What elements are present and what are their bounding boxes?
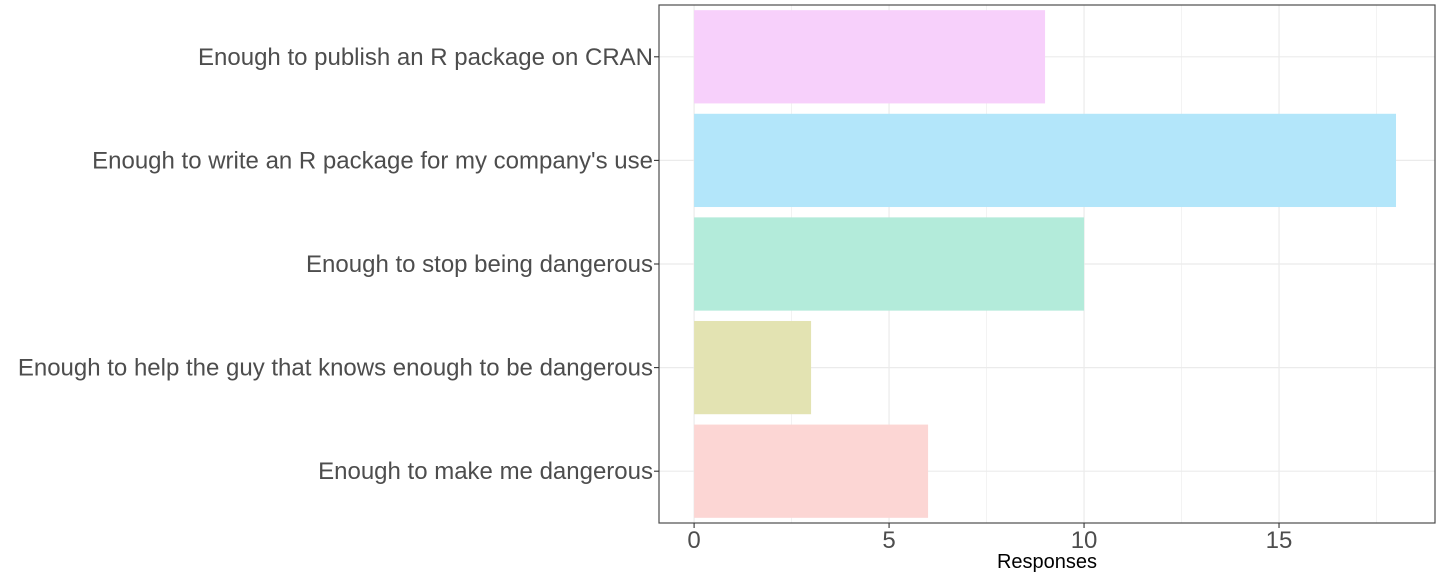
bar: [694, 217, 1085, 311]
y-tick-label: Enough to help the guy that knows enough…: [18, 355, 653, 382]
bar: [694, 10, 1046, 104]
y-tick-label: Enough to publish an R package on CRAN: [198, 44, 653, 71]
x-axis-title: Responses: [997, 551, 1097, 573]
bar: [694, 320, 812, 415]
y-axis: Enough to publish an R package on CRAN En…: [18, 44, 659, 485]
x-tick-label: 15: [1266, 527, 1293, 554]
x-tick-label: 10: [1071, 527, 1098, 554]
bar: [694, 424, 929, 518]
x-tick-label: 5: [882, 527, 895, 554]
y-tick-label: Enough to stop being dangerous: [306, 251, 653, 278]
y-tick-label: Enough to write an R package for my comp…: [92, 147, 653, 174]
x-axis: 0 5 10 15: [687, 523, 1292, 554]
x-tick-label: 0: [687, 527, 700, 554]
y-tick-label: Enough to make me dangerous: [318, 458, 653, 485]
bar: [694, 113, 1397, 208]
bars: [694, 10, 1397, 518]
